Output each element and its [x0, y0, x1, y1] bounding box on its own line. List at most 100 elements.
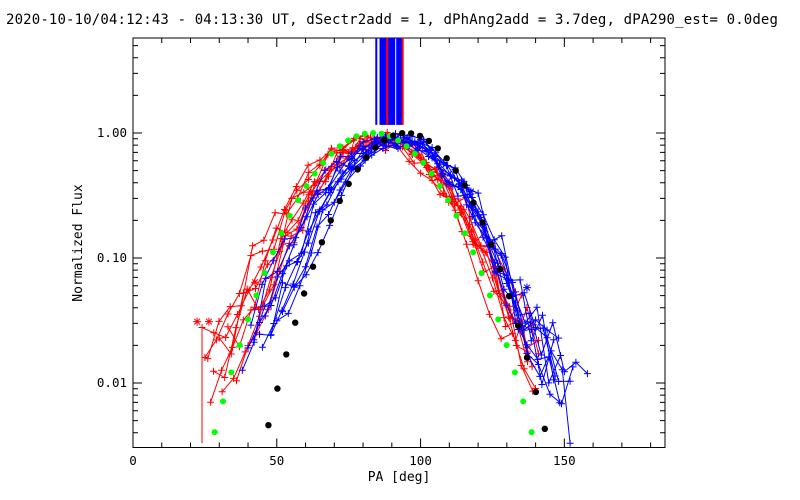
fit-dot: [434, 145, 441, 152]
fit-dot: [520, 398, 527, 405]
fit-dot: [311, 170, 318, 177]
fit-dot: [505, 293, 513, 300]
fit-dot: [363, 154, 370, 161]
asterisk-markers: [466, 187, 531, 292]
wide-gaussian-fit-dotted-curve: [211, 130, 535, 436]
fit-dot: [265, 422, 272, 429]
fit-dot: [470, 249, 477, 256]
red-measured-curve: [213, 136, 528, 379]
fit-dot: [320, 159, 327, 166]
x-axis-label: PA [deg]: [368, 470, 431, 485]
fit-dot: [528, 429, 535, 436]
chart-title: 2020-10-10/04:12:43 - 04:13:30 UT, dSect…: [6, 12, 778, 28]
fit-dot: [445, 197, 452, 204]
fit-dot: [479, 219, 486, 226]
blue-measured-curve: [253, 137, 561, 403]
fit-dot: [461, 182, 468, 189]
blue-measured-curve: [282, 133, 555, 385]
fit-dot: [436, 183, 443, 189]
fit-dot: [511, 369, 518, 376]
plus-markers: [250, 134, 564, 407]
asterisk-markers: [193, 188, 316, 326]
fit-dot: [381, 137, 388, 144]
fit-dot: [370, 130, 377, 136]
fit-dot: [453, 212, 460, 219]
fit-dot: [425, 137, 433, 145]
fit-dot: [245, 316, 251, 323]
fit-dot: [220, 398, 226, 405]
y-axis-label: Normalized Flux: [71, 184, 86, 302]
plus-markers: [279, 131, 558, 388]
fit-dot: [532, 388, 540, 396]
fit-dot: [303, 183, 310, 189]
fit-dot: [428, 170, 435, 177]
fit-dot: [420, 159, 427, 166]
fit-dot: [353, 133, 360, 140]
blue-measured-curve: [276, 137, 588, 374]
blue-measured-curve: [250, 135, 555, 380]
x-tick-label: 50: [269, 453, 284, 468]
fit-dot: [488, 241, 495, 248]
fit-dot: [318, 239, 326, 246]
fit-dot: [461, 230, 468, 237]
fit-dot: [443, 155, 450, 162]
fit-dot: [378, 130, 385, 137]
plus-markers: [261, 137, 559, 380]
fit-dot: [300, 290, 308, 297]
fit-dot: [295, 197, 302, 204]
fit-dot: [478, 270, 485, 276]
narrow-gaussian-fit-dotted-curve: [265, 130, 548, 432]
fit-dot: [336, 197, 343, 205]
fit-dot: [345, 137, 352, 144]
y-tick-label: 1.00: [97, 125, 127, 140]
plus-markers: [210, 133, 531, 381]
red-measured-curve: [201, 139, 533, 444]
fit-dot: [390, 132, 397, 139]
fit-dot: [228, 369, 235, 376]
fit-dot: [514, 322, 522, 329]
fit-dot: [354, 166, 361, 173]
fit-dot: [309, 263, 317, 270]
fit-dot: [336, 143, 343, 150]
fit-dot: [236, 342, 243, 349]
fit-dot: [495, 316, 502, 323]
plus-markers: [204, 128, 526, 363]
peak-marker-line: [375, 37, 378, 125]
peak-marker-line: [386, 37, 389, 125]
fit-dot: [411, 150, 418, 157]
x-tick-label: 100: [409, 453, 432, 468]
fit-dot: [328, 150, 335, 157]
fit-dot: [270, 249, 276, 256]
fit-dot: [345, 180, 352, 188]
plus-markers: [238, 130, 565, 387]
fit-dot: [361, 130, 368, 137]
axis-ticks: [132, 38, 665, 448]
fit-dot: [395, 137, 402, 144]
fit-dot: [497, 266, 504, 273]
fit-dot: [327, 217, 334, 224]
fit-dot: [286, 212, 293, 219]
fit-dot: [211, 429, 218, 436]
fit-dot: [523, 354, 531, 361]
y-tick-label: 0.10: [97, 250, 127, 265]
fit-dot: [503, 342, 510, 349]
fit-dot: [407, 130, 415, 137]
fit-dot: [292, 319, 299, 326]
fit-dot: [278, 230, 285, 237]
peak-marker-band: [396, 37, 403, 125]
plot-area: 0 50 100 150 1.00 0.10 0.01: [97, 37, 666, 468]
y-tick-label: 0.01: [97, 375, 127, 390]
fit-dot: [261, 270, 268, 276]
fit-dot: [486, 292, 493, 299]
fit-dot: [403, 143, 410, 150]
fit-dot: [416, 132, 424, 140]
fit-dot: [253, 292, 260, 299]
fit-dot: [399, 130, 406, 137]
x-tick-label: 150: [553, 453, 576, 468]
fit-dot: [541, 425, 548, 432]
fit-dot: [283, 351, 290, 358]
plus-markers: [247, 132, 558, 384]
x-tick-label: 0: [129, 453, 137, 468]
